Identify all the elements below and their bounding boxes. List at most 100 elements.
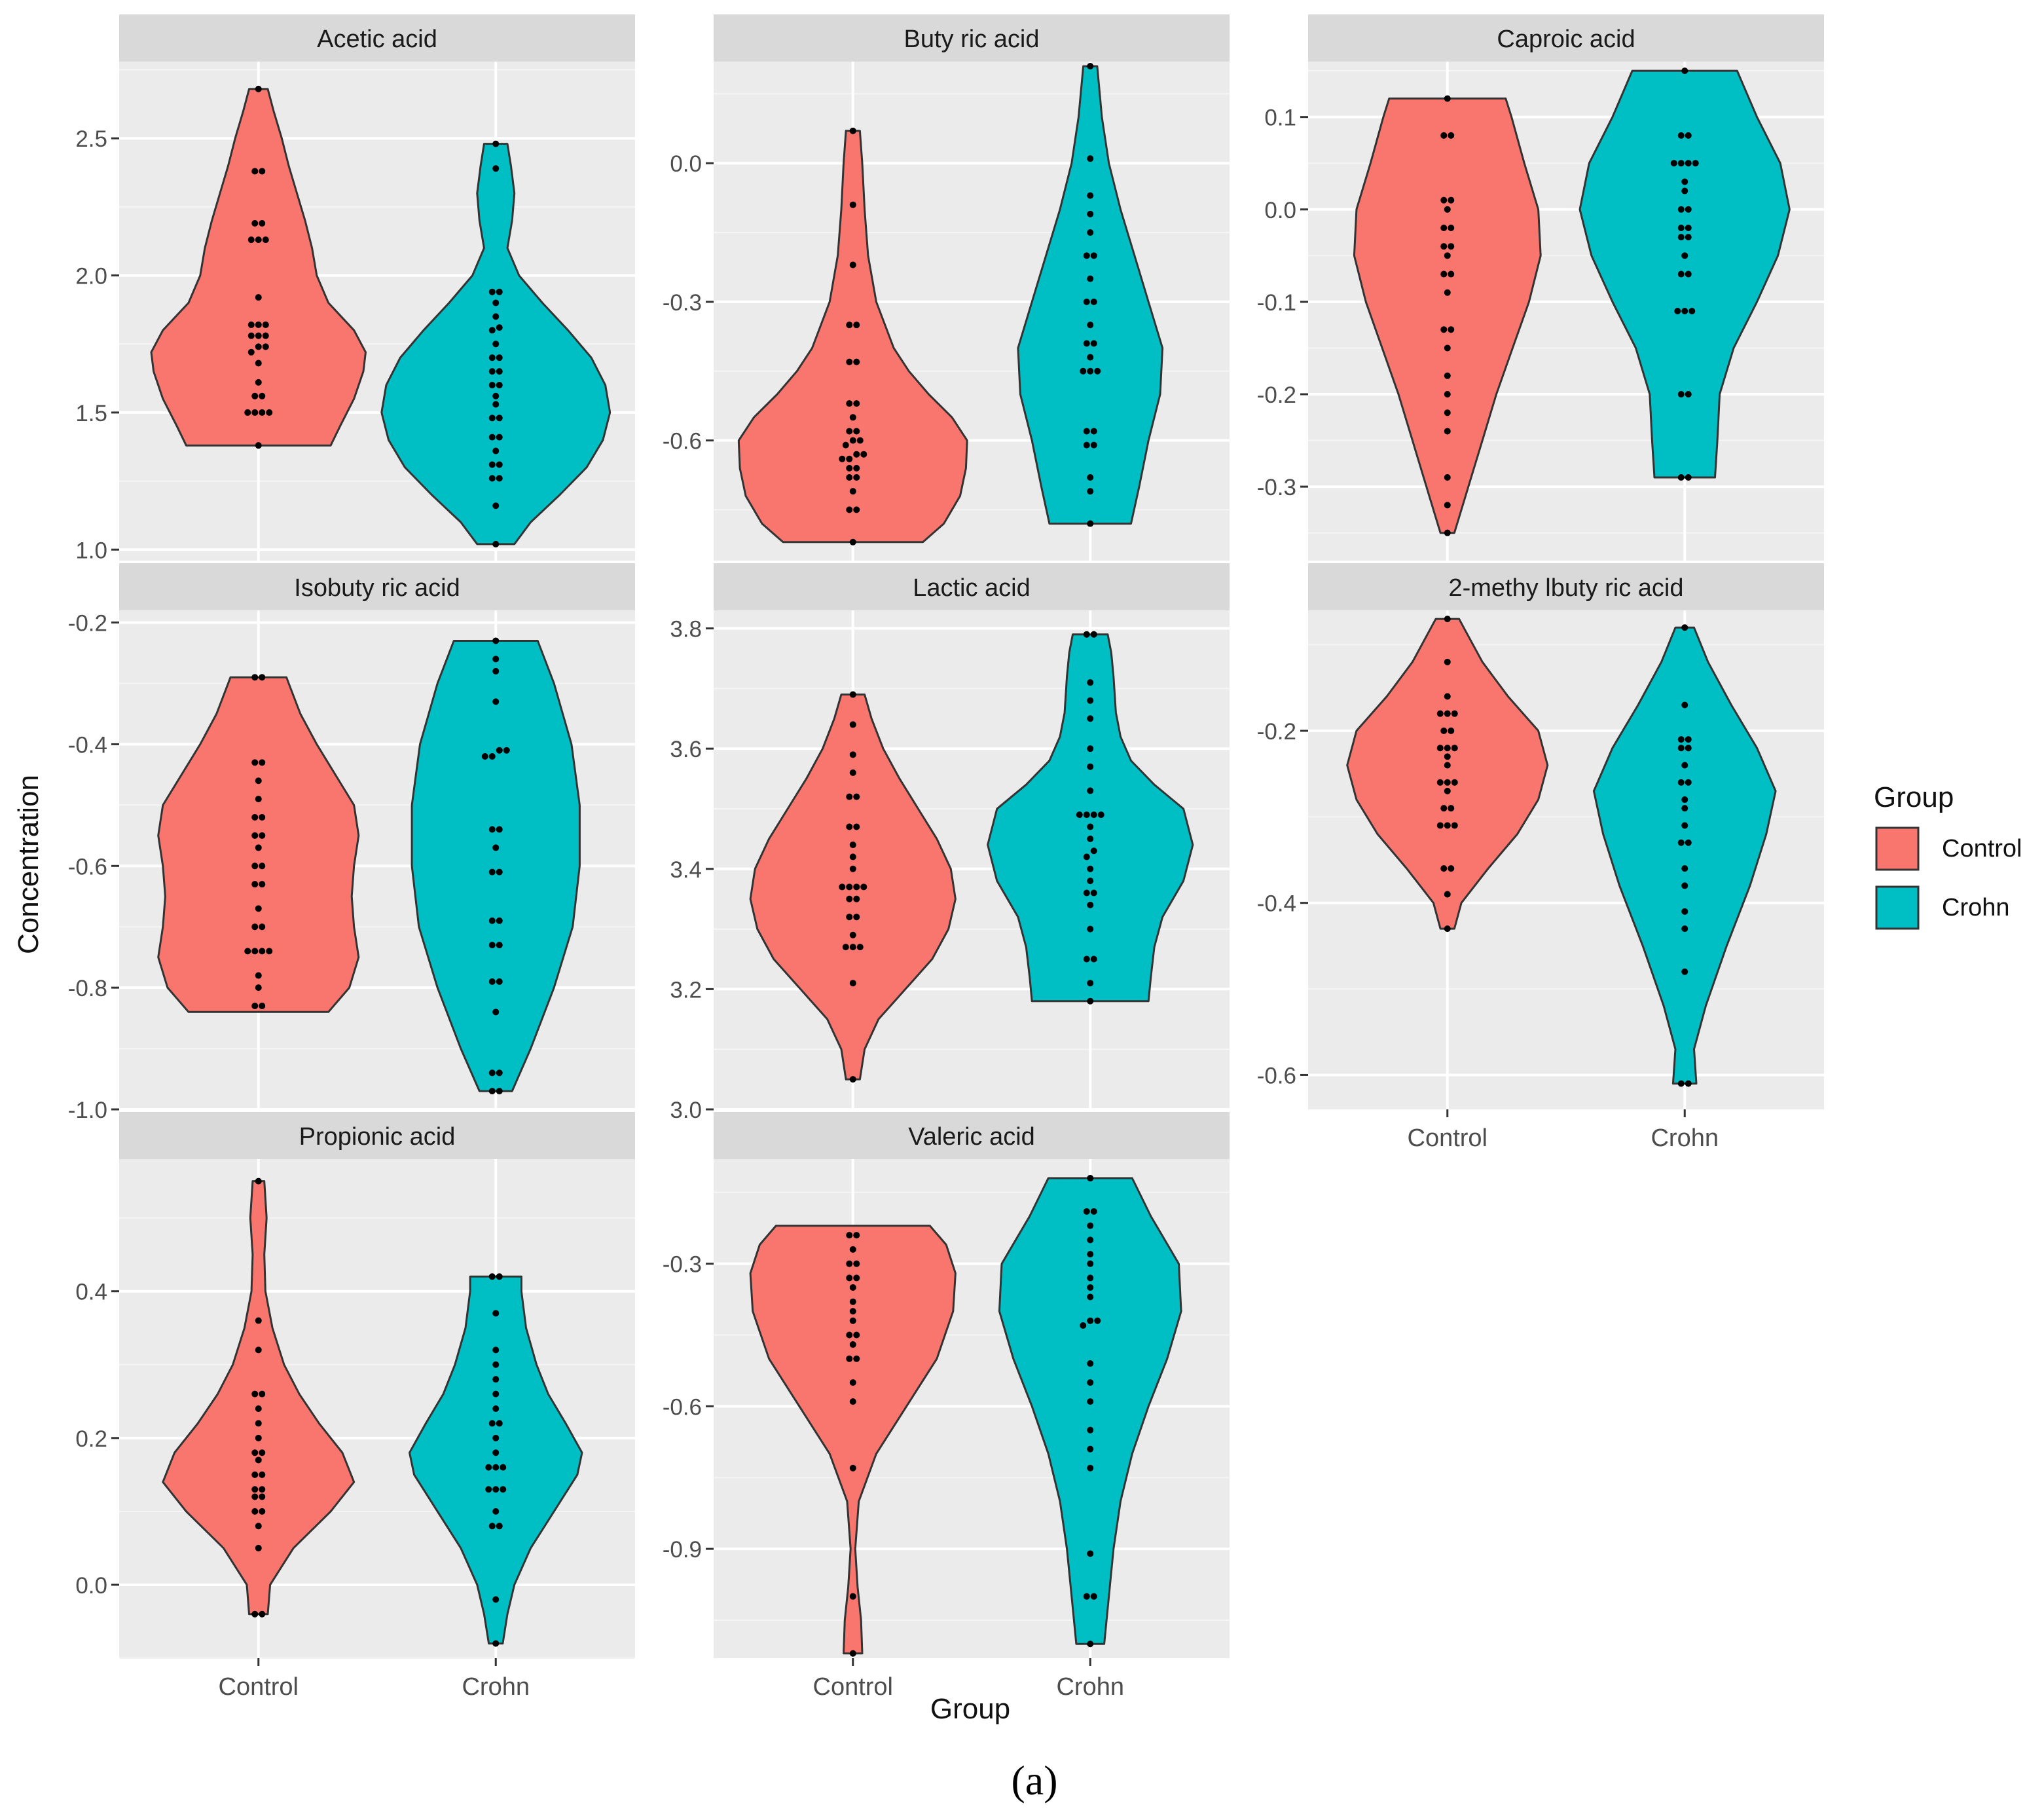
y-tick-label: -0.2: [68, 611, 107, 637]
data-point: [1448, 805, 1455, 812]
data-point: [255, 1544, 262, 1551]
data-point: [849, 1379, 856, 1386]
data-point: [1083, 955, 1090, 963]
data-point: [1090, 441, 1097, 449]
data-point: [853, 322, 860, 329]
data-point: [1087, 901, 1094, 908]
data-point: [1681, 925, 1688, 933]
data-point: [1087, 229, 1094, 236]
data-point: [262, 236, 269, 244]
data-point: [1444, 891, 1451, 898]
data-point: [488, 826, 496, 833]
data-point: [266, 948, 273, 955]
data-point: [485, 1486, 492, 1493]
data-point: [849, 944, 856, 951]
data-point: [1685, 839, 1692, 846]
data-point: [1444, 787, 1451, 794]
violin-crohn: [987, 633, 1194, 1003]
panel-title: Buty ric acid: [904, 26, 1040, 53]
x-axis-title: Group: [930, 1693, 1010, 1725]
data-point: [1087, 745, 1094, 752]
data-point: [1674, 308, 1681, 314]
data-point: [1087, 1379, 1094, 1386]
data-point: [1090, 298, 1097, 305]
panel-title: 2-methy lbuty ric acid: [1448, 574, 1683, 602]
data-point: [1444, 529, 1451, 536]
data-point: [1087, 1251, 1094, 1258]
x-tick-label: Control: [219, 1673, 299, 1701]
data-point: [1087, 1640, 1094, 1648]
legend-label-control: Control: [1942, 835, 2022, 862]
panel-acetic-acid: Acetic acid 1.0 1.5 2.0 2.5: [75, 14, 635, 563]
data-point: [1681, 908, 1688, 915]
data-point: [492, 140, 500, 147]
data-point: [1448, 196, 1455, 204]
data-point: [849, 437, 856, 444]
data-point: [1451, 779, 1458, 786]
data-point: [849, 261, 856, 269]
data-point: [1677, 206, 1685, 213]
violin-control: [150, 88, 367, 447]
data-point: [1444, 693, 1451, 700]
data-point: [255, 1523, 262, 1530]
data-point: [849, 980, 856, 987]
data-point: [488, 1088, 496, 1095]
data-point: [255, 777, 262, 785]
data-point: [1090, 340, 1097, 347]
data-point: [1083, 811, 1090, 819]
y-tick-label: 0.0: [75, 1573, 107, 1599]
data-point: [1087, 1175, 1094, 1182]
data-point: [251, 1508, 259, 1515]
data-point: [496, 1273, 503, 1280]
data-point: [853, 506, 860, 513]
x-tick-label: Control: [813, 1673, 894, 1701]
data-point: [259, 923, 266, 931]
data-point: [259, 1486, 266, 1493]
data-point: [860, 883, 867, 891]
data-point: [492, 1508, 500, 1515]
data-point: [251, 832, 259, 839]
data-point: [1681, 308, 1688, 314]
violin-control: [162, 1180, 356, 1616]
legend-title: Group: [1874, 781, 1954, 813]
violin-control: [737, 130, 968, 544]
y-axis-title: Concentration: [12, 775, 45, 954]
data-point: [849, 201, 856, 208]
data-point: [492, 1009, 500, 1016]
data-point: [496, 288, 503, 295]
panel-caproic-acid: Caproic acid 0.1 0.0 -0.1 -0.2 -0.3: [1257, 14, 1824, 561]
y-tick-label: -0.6: [663, 429, 702, 454]
data-point: [1087, 997, 1094, 1005]
data-point: [496, 461, 503, 468]
data-point: [1087, 520, 1094, 527]
legend-key-crohn: [1875, 885, 1920, 930]
data-point: [259, 948, 266, 955]
data-point: [492, 502, 500, 510]
data-point: [849, 691, 856, 698]
data-point: [259, 832, 266, 839]
data-point: [1087, 787, 1094, 794]
data-point: [1677, 839, 1685, 846]
data-point: [255, 1456, 262, 1464]
panel-buty-ric-acid: Buty ric acid 0.0 -0.3 -0.6: [663, 14, 1230, 561]
data-point: [488, 978, 496, 985]
data-point: [846, 464, 853, 472]
data-point: [488, 1523, 496, 1530]
data-point: [1090, 1208, 1097, 1215]
data-point: [853, 1274, 860, 1282]
data-point: [1681, 701, 1688, 709]
data-point: [1087, 155, 1094, 162]
data-point: [1444, 822, 1451, 829]
data-point: [853, 474, 860, 481]
data-point: [492, 1346, 500, 1354]
data-point: [255, 379, 262, 386]
data-point: [1681, 968, 1688, 975]
panel-strip: [119, 14, 635, 62]
data-point: [488, 1069, 496, 1077]
data-point: [259, 1610, 266, 1618]
y-tick-label: -0.8: [68, 976, 107, 1001]
data-point: [1444, 344, 1451, 352]
data-point: [492, 1434, 500, 1441]
data-point: [251, 862, 259, 870]
